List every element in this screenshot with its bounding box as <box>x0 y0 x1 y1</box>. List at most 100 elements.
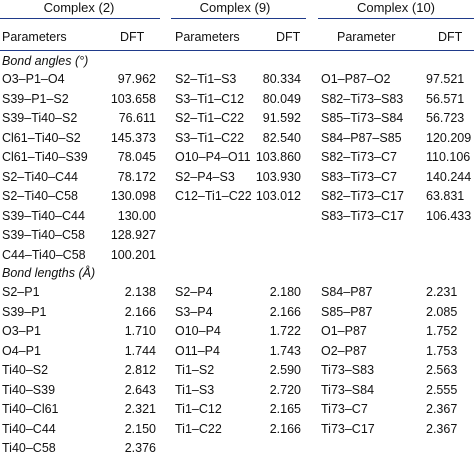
parameter-cell: O3–P1–O4 <box>2 72 65 86</box>
dft-value-cell: 91.592 <box>262 111 301 125</box>
parameter-cell: Ti1–C22 <box>175 421 222 436</box>
parameter-cell: S39–P1–S2 <box>2 91 69 106</box>
table-row: O4–P1 1.744 O11–P4 1.743 O2–P87 1.753 <box>0 342 474 360</box>
dft-value-cell: 110.106 <box>426 150 471 164</box>
dft-value-cell: 2.563 <box>426 363 458 377</box>
parameter-cell: Ti40–S2 <box>2 363 49 377</box>
rule-complex-2 <box>0 18 160 19</box>
dft-value-cell: 120.209 <box>426 130 472 145</box>
dft-value-cell: 2.166 <box>124 304 156 319</box>
parameter-cell: O2–P87 <box>321 343 367 358</box>
dft-value-cell: 130.00 <box>117 208 156 223</box>
parameter-cell: S85–Ti73–S84 <box>321 111 404 125</box>
table-row: S39–P1 2.166 S3–P4 2.166 S85–P87 2.085 <box>0 303 474 321</box>
table-row: S2–Ti40–C44 78.172 S2–P4–S3 103.930 S83–Ti73… <box>0 168 474 186</box>
dft-value-cell: 103.658 <box>110 91 156 106</box>
parameter-cell: Ti73–S84 <box>321 382 375 397</box>
dft-value-cell: 2.166 <box>269 304 301 319</box>
parameter-cell: Ti1–S2 <box>175 363 215 377</box>
parameter-cell: S2–P4–S3 <box>175 169 235 184</box>
dft-value-cell: 106.433 <box>426 208 472 223</box>
dft-value-cell: 2.138 <box>124 285 156 299</box>
parameter-cell: O4–P1 <box>2 343 41 358</box>
dft-value-cell: 2.165 <box>269 402 301 416</box>
header-complex-9: Complex (9) <box>199 0 271 15</box>
dft-value-cell: 128.927 <box>110 228 156 242</box>
table-row: Cl61–Ti40–S2 145.373 S3–Ti1–C22 82.540 S84–P… <box>0 129 474 147</box>
parameter-cell: S85–P87 <box>321 304 373 319</box>
parameter-cell: S3–P4 <box>175 304 213 319</box>
dft-value-cell: 80.334 <box>262 72 301 86</box>
parameter-cell: Ti40–Cl61 <box>2 402 59 416</box>
dft-value-cell: 1.753 <box>426 343 458 358</box>
dft-value-cell: 76.611 <box>118 111 156 125</box>
parameter-cell: S2–Ti40–C58 <box>2 189 78 203</box>
parameter-cell: Ti40–S39 <box>2 382 56 397</box>
parameter-cell: S2–Ti1–S3 <box>175 72 237 86</box>
table-row: S2–Ti40–C58 130.098 C12–Ti1–C22 103.012 S82–… <box>0 187 474 205</box>
dft-value-cell: 78.172 <box>117 169 156 184</box>
col1-dft-header: DFT <box>120 30 145 44</box>
parameter-cell: Ti73–S83 <box>321 363 375 377</box>
dft-value-cell: 56.723 <box>426 111 465 125</box>
dft-value-cell: 145.373 <box>110 130 156 145</box>
parameter-cell: S82–Ti73–S83 <box>321 91 404 106</box>
dft-value-cell: 103.930 <box>255 169 301 184</box>
dft-value-cell: 97.962 <box>117 72 156 86</box>
table-row: Cl61–Ti40–S39 78.045 O10–P4–O11 103.860 S82–… <box>0 148 474 166</box>
header-complex-10: Complex (10) <box>356 0 436 15</box>
dft-value-cell: 2.180 <box>269 285 301 299</box>
dft-value-cell: 63.831 <box>426 189 465 203</box>
table-row: Ti40–S2 2.812 Ti1–S2 2.590 Ti73–S83 2.563 <box>0 361 474 379</box>
col2-dft-header: DFT <box>276 30 301 44</box>
parameter-cell: S82–Ti73–C17 <box>321 189 404 203</box>
dft-value-cell: 2.085 <box>426 304 458 319</box>
parameter-cell: C12–Ti1–C22 <box>175 189 252 203</box>
header-complex-2: Complex (2) <box>43 0 115 15</box>
parameter-cell: Ti73–C7 <box>321 402 368 416</box>
parameter-cell: O3–P1 <box>2 324 41 338</box>
parameter-cell: S3–Ti1–C22 <box>175 130 245 145</box>
table-row: Ti40–Cl61 2.321 Ti1–C12 2.165 Ti73–C7 2.367 <box>0 400 474 418</box>
table-row: S39–P1–S2 103.658 S3–Ti1–C12 80.049 S82–Ti73… <box>0 90 474 108</box>
parameter-cell: Ti73–C17 <box>321 421 375 436</box>
table-row: Ti40–C44 2.150 Ti1–C22 2.166 Ti73–C17 2.367 <box>0 420 474 438</box>
parameter-cell: O11–P4 <box>175 343 220 358</box>
table-row: S39–Ti40–S2 76.611 S2–Ti1–C22 91.592 S85–Ti7… <box>0 109 474 127</box>
table-row: O3–P1–O4 97.962 S2–Ti1–S3 80.334 O1–P87–O2 97… <box>0 70 474 88</box>
table-row: O3–P1 1.710 O10–P4 1.722 O1–P87 1.752 <box>0 322 474 340</box>
dft-value-cell: 1.752 <box>426 324 458 338</box>
dft-value-cell: 103.860 <box>255 150 301 164</box>
dft-value-cell: 2.150 <box>124 421 156 436</box>
table-row: C44–Ti40–C58 100.201 <box>0 246 474 264</box>
parameter-cell: S39–Ti40–S2 <box>2 111 78 125</box>
dft-value-cell: 2.590 <box>269 363 301 377</box>
dft-value-cell: 56.571 <box>426 91 465 106</box>
table-row: S2–P1 2.138 S2–P4 2.180 S84–P87 2.231 <box>0 283 474 301</box>
parameter-cell: S83–Ti73–C7 <box>321 169 397 184</box>
parameter-cell: O1–P87 <box>321 324 367 338</box>
dft-value-cell: 2.376 <box>124 441 156 455</box>
dft-value-cell: 2.231 <box>426 285 458 299</box>
parameter-cell: S39–Ti40–C58 <box>2 228 85 242</box>
parameter-cell: Ti1–S3 <box>175 382 215 397</box>
section-bond-lengths: Bond lengths (Å) <box>2 266 96 280</box>
parameter-cell: C44–Ti40–C58 <box>2 247 86 262</box>
parameter-cell: S84–P87 <box>321 285 373 299</box>
col3-param-header: Parameter <box>337 30 396 44</box>
col2-param-header: Parameters <box>175 30 240 44</box>
parameter-cell: S82–Ti73–C7 <box>321 150 397 164</box>
parameter-cell: S2–Ti1–C22 <box>175 111 245 125</box>
table-row: S39–Ti40–C58 128.927 <box>0 226 474 244</box>
dft-value-cell: 2.812 <box>124 363 156 377</box>
parameter-cell: S2–Ti40–C44 <box>2 169 78 184</box>
table-row: Ti40–S39 2.643 Ti1–S3 2.720 Ti73–S84 2.555 <box>0 381 474 399</box>
parameter-cell: Ti1–C12 <box>175 402 222 416</box>
parameter-cell: S39–P1 <box>2 304 47 319</box>
parameter-cell: S3–Ti1–C12 <box>175 91 245 106</box>
parameter-cell: O1–P87–O2 <box>321 72 391 86</box>
section-bond-angles: Bond angles (°) <box>2 54 89 68</box>
parameter-cell: Cl61–Ti40–S39 <box>2 150 88 164</box>
dft-value-cell: 2.555 <box>426 382 458 397</box>
dft-value-cell: 1.743 <box>269 343 301 358</box>
